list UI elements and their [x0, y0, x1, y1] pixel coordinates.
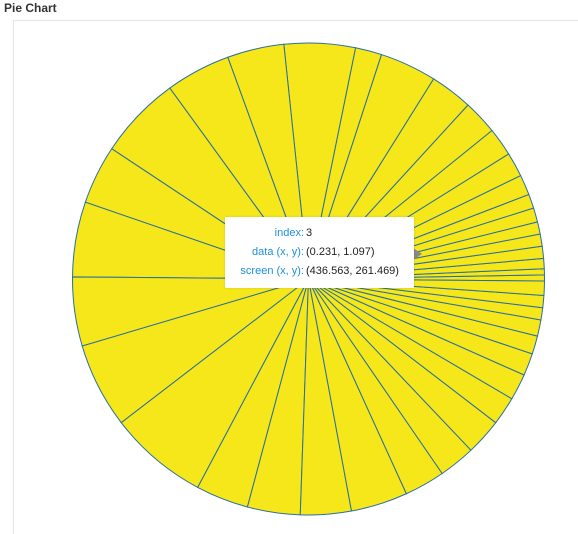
tooltip-row-index: index: 3 — [225, 227, 414, 243]
tooltip-row-screen: screen (x, y): (436.563, 261.469) — [225, 265, 414, 281]
hover-marker-icon — [413, 248, 422, 260]
chart-title: Pie Chart — [4, 1, 57, 15]
tooltip-index-value: 3 — [306, 227, 313, 239]
tooltip-screen-value: (436.563, 261.469) — [306, 265, 399, 277]
tooltip-row-data: data (x, y): (0.231, 1.097) — [225, 246, 414, 262]
tooltip-index-label: index: — [274, 227, 304, 239]
tooltip-data-label: data (x, y): — [252, 246, 304, 258]
plot-panel — [13, 20, 578, 534]
hover-tooltip: index: 3 data (x, y): (0.231, 1.097) scr… — [225, 217, 414, 288]
tooltip-data-value: (0.231, 1.097) — [306, 246, 375, 258]
tooltip-screen-label: screen (x, y): — [240, 265, 304, 277]
